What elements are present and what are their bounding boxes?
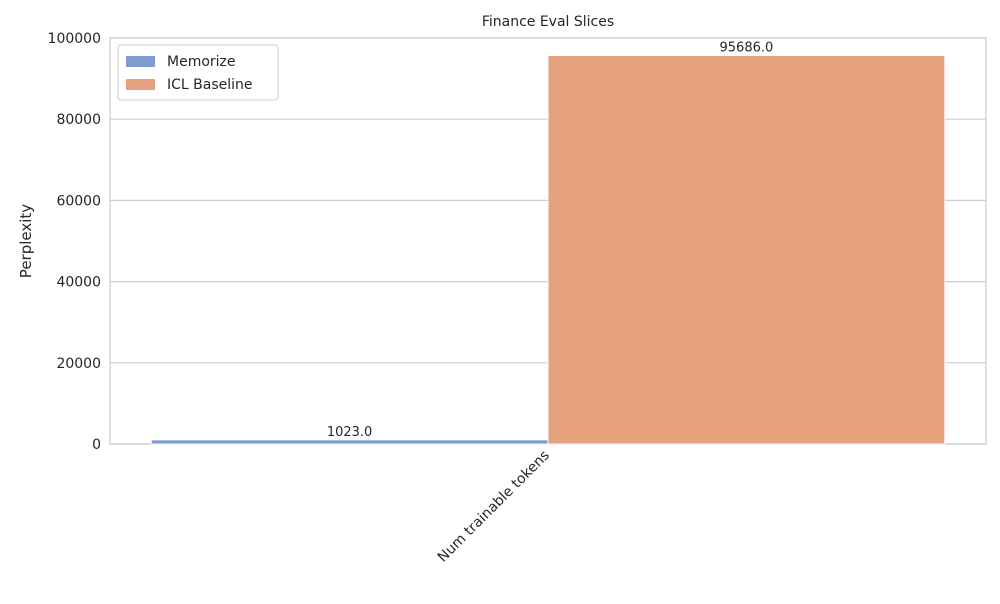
legend-entry: Memorize (167, 54, 236, 70)
y-tick-label: 60000 (56, 193, 101, 209)
legend-box (117, 44, 279, 101)
legend: Memorize ICL Baseline (117, 44, 279, 101)
y-tick-label: 40000 (56, 275, 101, 291)
y-axis-label: Perplexity (17, 204, 35, 278)
bar-value-labels: 1023.0 95686.0 (327, 41, 773, 440)
legend-entry: ICL Baseline (167, 77, 253, 93)
y-tick-labels: 0 20000 40000 60000 80000 100000 (48, 31, 101, 453)
bar-value-label: 1023.0 (327, 425, 373, 440)
y-tick-label: 100000 (48, 31, 101, 47)
bar-icl-baseline (547, 55, 946, 445)
x-tick-labels: Num trainable tokens (435, 448, 553, 566)
y-tick-label: 0 (92, 437, 101, 453)
legend-swatch (126, 79, 155, 90)
bar-memorize (150, 439, 549, 445)
y-tick-label: 20000 (56, 356, 101, 372)
y-tick-label: 80000 (56, 112, 101, 128)
x-tick-label: Num trainable tokens (435, 448, 553, 566)
bars (150, 55, 946, 445)
legend-swatch (126, 56, 155, 67)
bar-value-label: 95686.0 (720, 41, 774, 56)
chart-title: Finance Eval Slices (482, 14, 614, 30)
